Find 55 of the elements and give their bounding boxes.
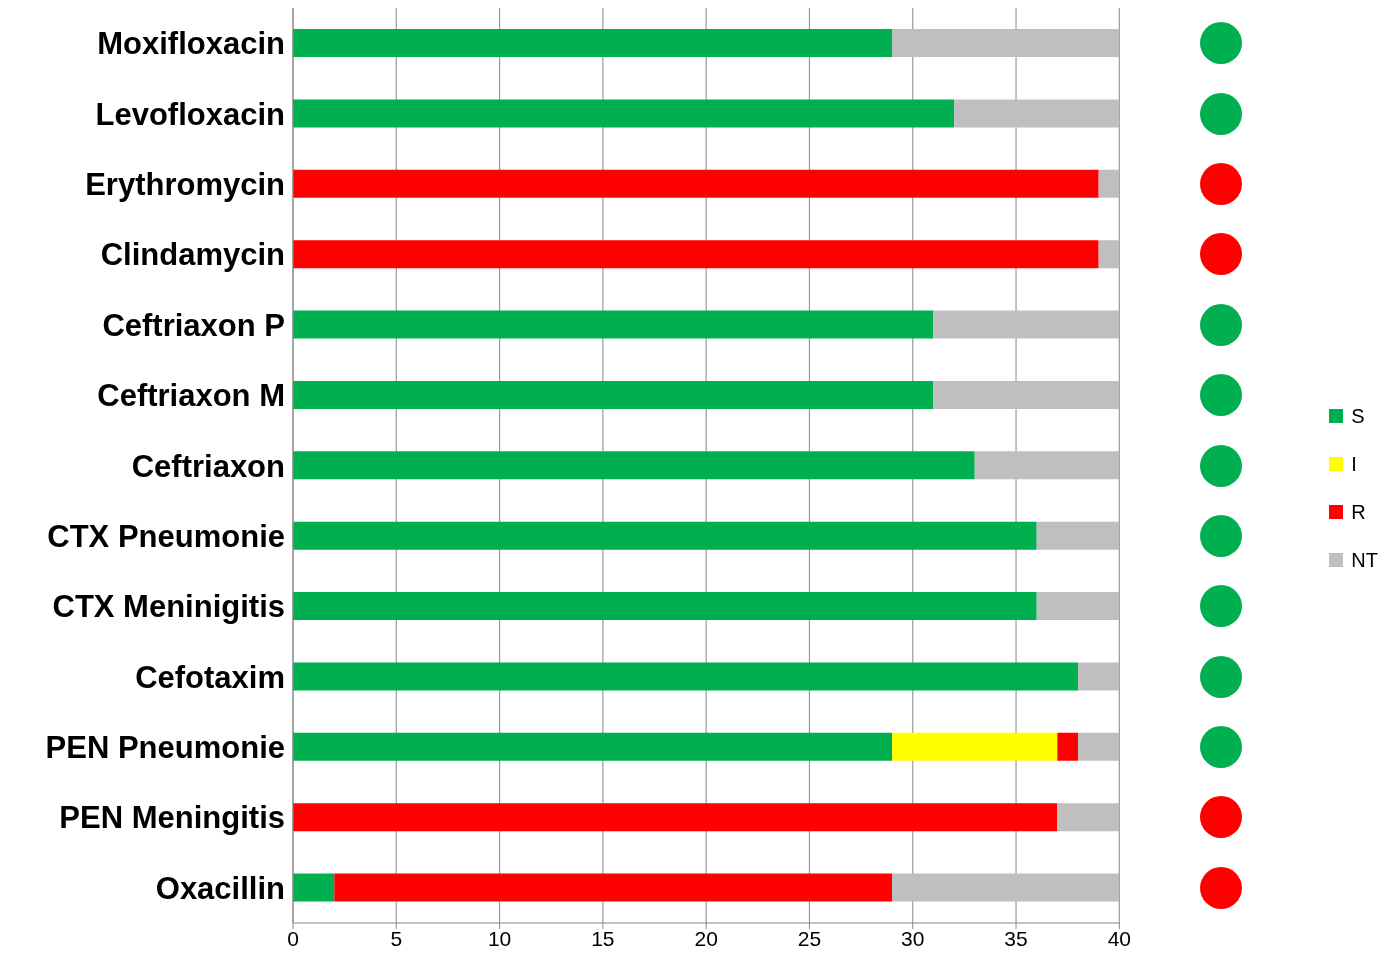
bar bbox=[293, 732, 893, 761]
bar bbox=[1036, 521, 1120, 550]
y-tick-label: PEN Meningitis bbox=[59, 800, 285, 836]
x-tick-label: 0 bbox=[287, 926, 299, 950]
legend-label: S bbox=[1351, 404, 1365, 429]
x-tick-label: 5 bbox=[390, 926, 403, 950]
bar bbox=[1057, 732, 1079, 761]
y-tick-label: Oxacillin bbox=[155, 870, 285, 906]
bar bbox=[334, 873, 893, 902]
x-tick-label: 20 bbox=[694, 926, 718, 950]
y-tick-label: PEN Pneumonie bbox=[45, 730, 285, 766]
legend-label: NT bbox=[1351, 548, 1378, 573]
bar bbox=[293, 662, 1079, 691]
y-tick-label: Ceftriaxon M bbox=[97, 378, 285, 414]
bar bbox=[293, 451, 975, 480]
bar bbox=[293, 592, 1037, 621]
y-tick-label: Clindamycin bbox=[100, 237, 285, 273]
bar bbox=[933, 310, 1120, 339]
bar bbox=[933, 380, 1120, 409]
bar bbox=[892, 732, 1058, 761]
x-tick-label: 40 bbox=[1107, 926, 1132, 950]
bar bbox=[1057, 803, 1120, 832]
bar bbox=[293, 310, 934, 339]
bar bbox=[974, 451, 1120, 480]
bar bbox=[1078, 662, 1120, 691]
y-tick-label: Ceftriaxon bbox=[131, 448, 285, 484]
bar bbox=[293, 29, 893, 57]
x-tick-label: 10 bbox=[487, 926, 512, 950]
bar bbox=[892, 29, 1120, 57]
bar bbox=[293, 873, 335, 902]
bar bbox=[293, 803, 1058, 832]
bar bbox=[293, 521, 1037, 550]
x-tick-label: 30 bbox=[901, 926, 925, 950]
y-tick-label: Levofloxacin bbox=[95, 96, 285, 132]
y-tick-label: CTX Meninigitis bbox=[52, 589, 285, 625]
y-tick-label: Cefotaxim bbox=[135, 659, 285, 695]
bar bbox=[293, 99, 955, 128]
x-tick-label: 25 bbox=[797, 926, 822, 950]
bar bbox=[1098, 240, 1120, 269]
y-tick-label: Ceftriaxon P bbox=[102, 307, 285, 343]
bar bbox=[1036, 592, 1120, 621]
bar bbox=[892, 873, 1120, 902]
x-tick-label: 15 bbox=[591, 926, 615, 950]
legend-label: I bbox=[1351, 452, 1357, 477]
bar bbox=[293, 169, 1099, 198]
y-tick-label: Erythromycin bbox=[85, 166, 285, 202]
y-tick-label: Moxifloxacin bbox=[97, 26, 285, 62]
bar bbox=[1098, 169, 1120, 198]
legend-label: R bbox=[1351, 500, 1366, 525]
x-tick-label: 35 bbox=[1004, 926, 1028, 950]
bar bbox=[1078, 732, 1120, 761]
bar bbox=[954, 99, 1120, 128]
bar bbox=[293, 240, 1099, 269]
y-tick-label: CTX Pneumonie bbox=[47, 518, 285, 554]
bar bbox=[293, 380, 934, 409]
